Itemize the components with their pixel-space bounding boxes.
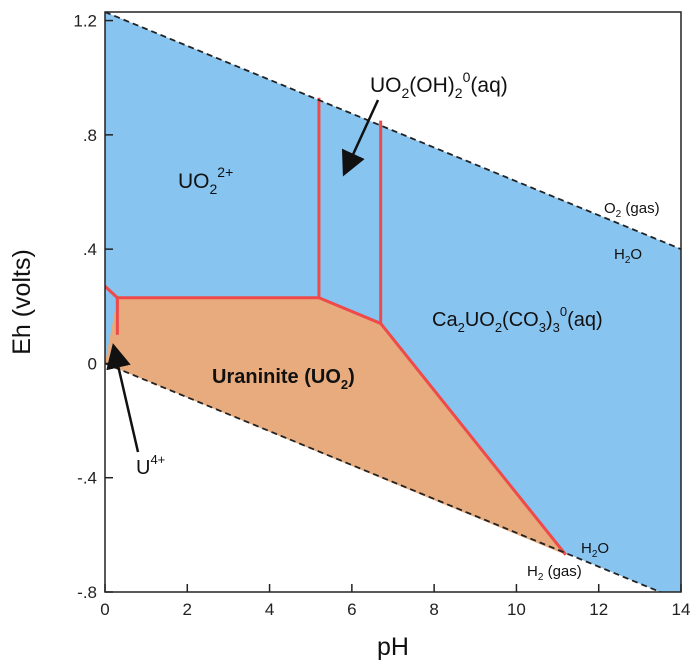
plot-frame	[104, 11, 682, 593]
x-tick-label: 6	[347, 600, 356, 619]
y-tick-label: .4	[83, 240, 97, 259]
label-uo2-2plus: UO22+	[178, 164, 233, 197]
label-o2-gas: O2 (gas)	[604, 200, 660, 220]
axis-ticks: 0 2 4 6 8 10 12 14 1.2 .8 .4 0 -.4 -.8	[73, 12, 690, 619]
x-tick-label: 2	[183, 600, 192, 619]
label-ca2uo2co3-aq: Ca2UO2(CO3)30(aq)	[432, 304, 603, 335]
y-tick-label: 1.2	[73, 12, 97, 31]
y-tick-label: .8	[83, 126, 97, 145]
uraninite-field	[105, 297, 566, 555]
o2-h2o-stability-line	[105, 12, 681, 250]
label-h2-gas: H2 (gas)	[527, 563, 582, 583]
x-tick-label: 12	[589, 600, 608, 619]
label-u4plus: U4+	[136, 452, 165, 479]
x-tick-label: 14	[672, 600, 691, 619]
x-axis-title: pH	[377, 633, 409, 661]
phase-boundary-4	[379, 322, 567, 556]
label-h2o-upper: H2O	[614, 246, 642, 266]
label-h2o-lower: H2O	[581, 540, 609, 560]
x-tick-label: 10	[507, 600, 526, 619]
label-uraninite: Uraninite (UO2)	[212, 366, 355, 392]
u4plus-pointer-arrow	[106, 343, 140, 453]
x-tick-label: 8	[429, 600, 438, 619]
phase-boundary-0	[105, 285, 119, 299]
label-uo2oh2-aq: UO2(OH)20(aq)	[370, 69, 508, 101]
y-axis-title: Eh (volts)	[8, 249, 36, 355]
aqueous-field	[105, 12, 681, 592]
y-tick-label: -.4	[77, 469, 97, 488]
y-tick-label: -.8	[77, 583, 97, 602]
phase-boundary-3	[318, 296, 382, 325]
x-tick-label: 0	[100, 600, 109, 619]
h2o-h2-stability-line	[105, 362, 663, 592]
x-tick-label: 4	[265, 600, 274, 619]
y-tick-label: 0	[88, 354, 97, 373]
uo2oh2-pointer-arrow	[341, 99, 380, 177]
phase-boundaries	[105, 97, 567, 556]
